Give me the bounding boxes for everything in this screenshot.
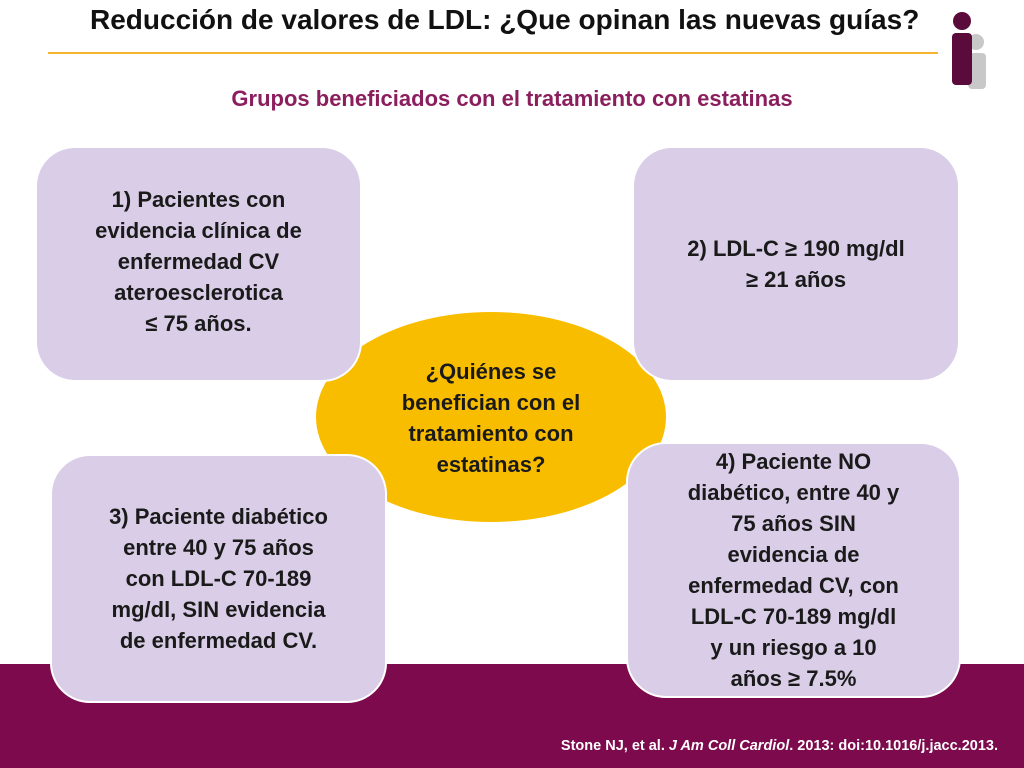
group-text-4: 4) Paciente NO diabético, entre 40 y 75 … (687, 449, 900, 691)
people-icon (952, 12, 986, 89)
citation-authors: Stone NJ, et al. (560, 738, 665, 754)
group-text-3: 3) Paciente diabético entre 40 y 75 años… (109, 504, 328, 653)
group-box-3: 3) Paciente diabético entre 40 y 75 años… (52, 456, 385, 701)
slide-title: Reducción de valores de LDL: ¿Que opinan… (90, 4, 920, 35)
title-divider (48, 52, 938, 54)
center-question: ¿Quiénes se benefician con el tratamient… (401, 359, 581, 477)
citation-journal: J Am Coll Cardiol (668, 738, 790, 754)
group-box-1: 1) Pacientes con evidencia clínica de en… (37, 148, 360, 380)
slide-subtitle: Grupos beneficiados con el tratamiento c… (231, 86, 793, 111)
group-box-4: 4) Paciente NO diabético, entre 40 y 75 … (628, 444, 959, 696)
citation: Stone NJ, et al. J Am Coll Cardiol. 2013… (561, 738, 998, 754)
group-text-1: 1) Pacientes con evidencia clínica de en… (95, 187, 302, 336)
group-text-2: 2) LDL-C ≥ 190 mg/dl ≥ 21 años (687, 236, 905, 292)
group-box-2: 2) LDL-C ≥ 190 mg/dl ≥ 21 años (634, 148, 958, 380)
citation-details: . 2013: doi:10.1016/j.jacc.2013. (789, 738, 998, 754)
